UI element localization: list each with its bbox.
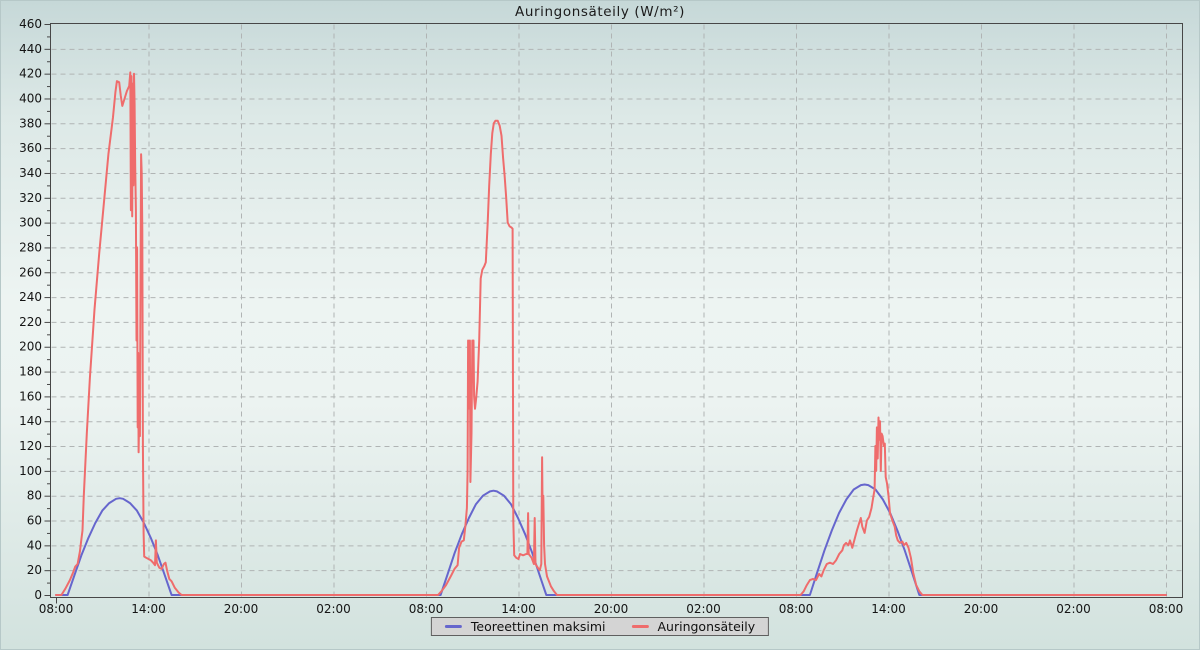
x-tick-label: 02:00 <box>1056 602 1091 616</box>
x-tick-label: 08:00 <box>1149 602 1184 616</box>
y-tick-label: 280 <box>19 240 42 254</box>
y-tick-label: 420 <box>19 67 42 81</box>
plot-border <box>50 23 1183 598</box>
y-tick-label: 80 <box>27 489 42 503</box>
x-tick-label: 20:00 <box>224 602 259 616</box>
x-tick-label: 14:00 <box>871 602 906 616</box>
legend-swatch-red <box>631 625 649 628</box>
y-tick-label: 140 <box>19 414 42 428</box>
y-tick-label: 220 <box>19 315 42 329</box>
y-tick-label: 20 <box>27 563 42 577</box>
x-tick-label: 08:00 <box>409 602 444 616</box>
y-tick-label: 320 <box>19 191 42 205</box>
y-tick-label: 340 <box>19 166 42 180</box>
series-line-auringons-teily <box>55 71 1167 596</box>
vertical-gridlines <box>148 24 1167 597</box>
x-tick-label: 14:00 <box>131 602 166 616</box>
y-tick-label: 120 <box>19 439 42 453</box>
x-tick-label: 20:00 <box>964 602 999 616</box>
y-tick-label: 40 <box>27 538 42 552</box>
x-tick-label: 14:00 <box>501 602 536 616</box>
x-axis-labels: 08:00 14:00 20:00 02:00 08:00 14:00 20:00 02:00… <box>39 602 1184 616</box>
y-axis-labels: 0 20 40 60 80 100 120 140 160 180 200 220 240 260 280 3… <box>19 17 42 602</box>
y-tick-label: 0 <box>34 588 42 602</box>
y-tick-label: 180 <box>19 365 42 379</box>
x-tick-label: 08:00 <box>39 602 74 616</box>
legend-item-auringonsateily: Auringonsäteily <box>631 619 755 634</box>
series-line-teoreettinen-maksimi <box>55 483 1167 596</box>
y-tick-label: 440 <box>19 42 42 56</box>
legend-label: Auringonsäteily <box>657 619 756 634</box>
legend-item-teoreettinen-maksimi: Teoreettinen maksimi <box>444 619 606 634</box>
y-tick-label: 300 <box>19 216 42 230</box>
chart-title: Auringonsäteily (W/m²) <box>515 4 685 20</box>
legend-label: Teoreettinen maksimi <box>470 619 606 634</box>
y-tick-label: 460 <box>19 17 42 31</box>
y-tick-label: 260 <box>19 265 42 279</box>
x-tick-label: 08:00 <box>779 602 814 616</box>
x-tick-label: 02:00 <box>316 602 351 616</box>
y-tick-label: 100 <box>19 464 42 478</box>
x-tick-label: 20:00 <box>594 602 629 616</box>
y-tick-label: 200 <box>19 340 42 354</box>
y-tick-label: 60 <box>27 514 42 528</box>
x-tick-label: 02:00 <box>686 602 721 616</box>
y-tick-label: 380 <box>19 116 42 130</box>
y-tick-label: 360 <box>19 141 42 155</box>
y-tick-label: 240 <box>19 290 42 304</box>
y-tick-label: 160 <box>19 389 42 403</box>
legend-swatch-blue <box>444 625 462 628</box>
horizontal-gridlines <box>51 48 1182 572</box>
y-tick-label: 400 <box>19 91 42 105</box>
chart-legend: Teoreettinen maksimi Auringonsäteily <box>430 617 770 636</box>
y-axis-ticks <box>44 24 51 596</box>
